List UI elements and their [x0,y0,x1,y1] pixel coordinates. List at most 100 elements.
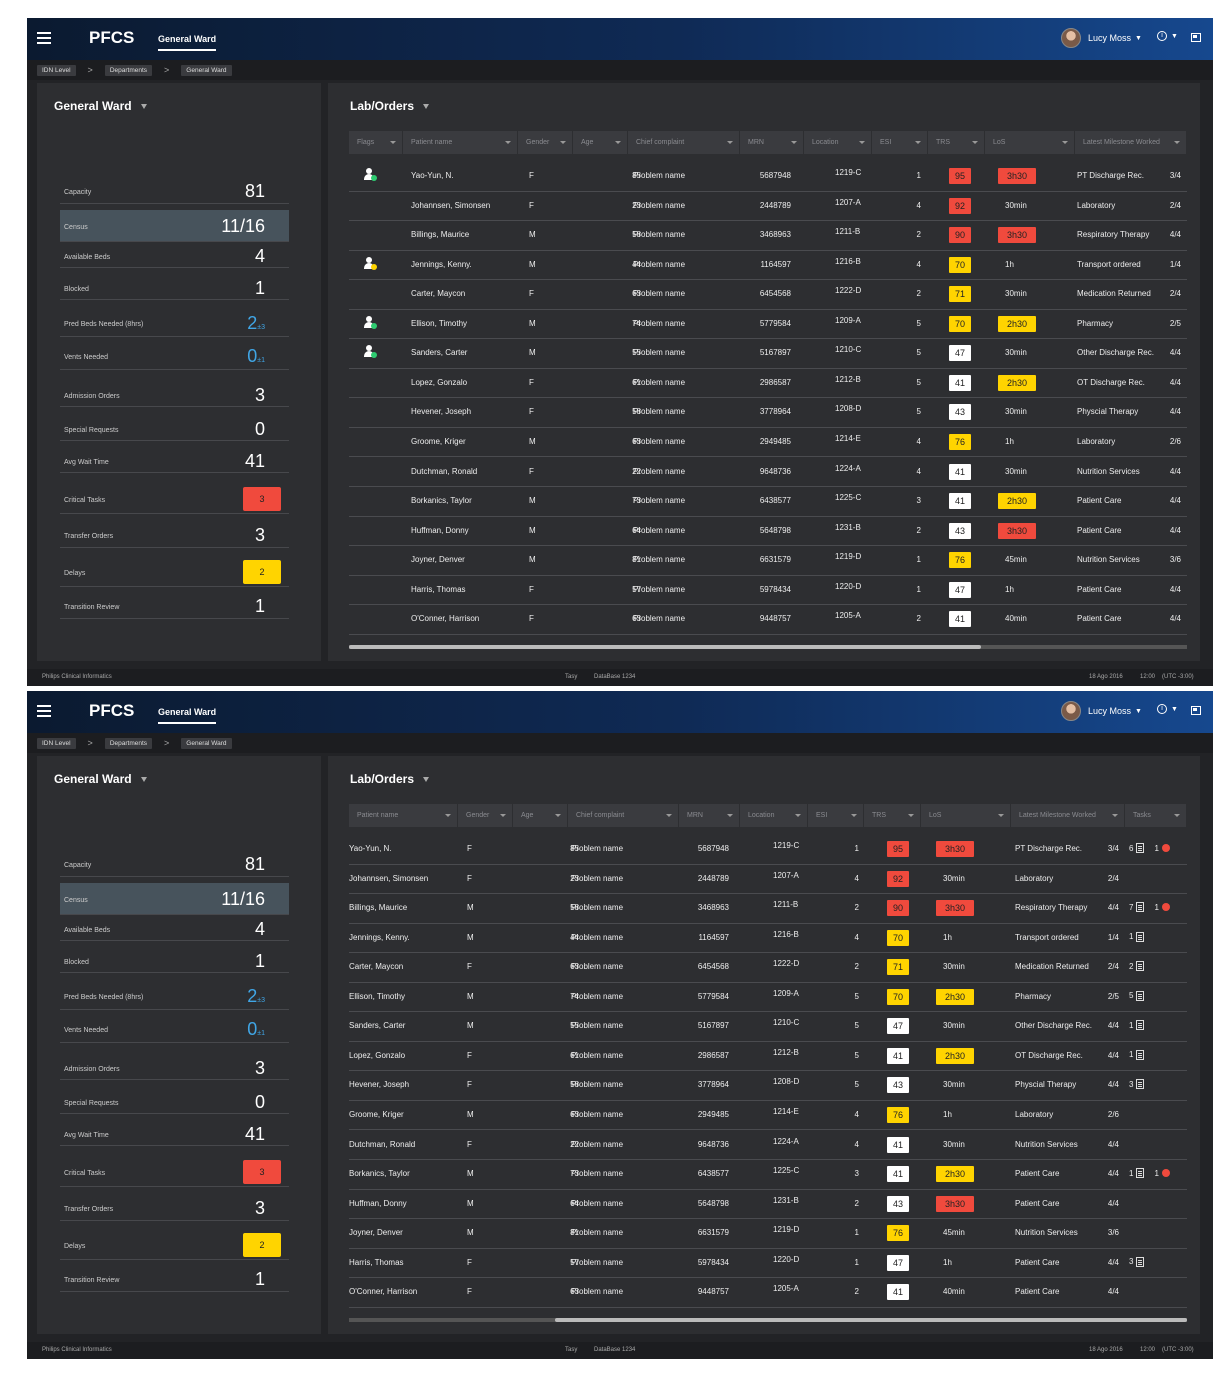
info-menu[interactable]: i ▼ [1157,704,1178,714]
table-row[interactable]: Johannsen, Simonsen F 23 Problem name 244878… [349,865,1187,895]
stat-row[interactable]: Critical Tasks 3 [60,484,289,514]
column-header[interactable]: MRN [740,131,804,154]
table-row[interactable]: O'Conner, Harrison F 63 Problem name 9448757… [349,1278,1187,1308]
stat-row[interactable]: Admission Orders 3 [60,1056,289,1080]
breadcrumb-item[interactable]: Departments [104,737,153,749]
column-header[interactable]: Chief complaint [568,804,679,827]
table-row[interactable]: O'Conner, Harrison F 63 Problem name 9448757… [349,605,1187,635]
filter-icon[interactable] [423,777,430,783]
filter-icon[interactable] [140,104,147,110]
user-menu[interactable]: Lucy Moss ▼ [1061,28,1142,48]
user-menu[interactable]: Lucy Moss ▼ [1061,701,1142,721]
table-row[interactable]: Hevener, Joseph F 58 Problem name 3778964 120… [349,1071,1187,1101]
tasks-cell[interactable]: 1 [1129,1020,1145,1031]
horizontal-scrollbar[interactable] [349,1318,1187,1322]
column-header[interactable]: LoS [985,131,1075,154]
column-header[interactable]: MRN [679,804,740,827]
stat-row[interactable]: Available Beds 4 [60,244,289,268]
table-row[interactable]: Groome, Kriger M 63 Problem name 2949485 1214… [349,428,1187,458]
stat-row[interactable]: Admission Orders 3 [60,383,289,407]
table-row[interactable]: Hevener, Joseph F 58 Problem name 3778964 120… [349,398,1187,428]
table-row[interactable]: Yao-Yun, N. F 85 Problem name 5687948 1219-C 1… [349,835,1187,865]
table-row[interactable]: Joyner, Denver M 81 Problem name 6631579 1219… [349,546,1187,576]
patient-name[interactable]: Carter, Maycon [349,962,404,972]
table-row[interactable]: Sanders, Carter M 55 Problem name 5167897 121… [349,339,1187,369]
table-row[interactable]: Harris, Thomas F 57 Problem name 5978434 1220… [349,1249,1187,1279]
table-row[interactable]: Lopez, Gonzalo F 61 Problem name 2986587 1212… [349,369,1187,399]
column-header[interactable]: Age [573,131,628,154]
patient-name[interactable]: Groome, Kriger [411,436,466,446]
stat-row[interactable]: Census 11/16 [60,210,289,242]
patient-name[interactable]: Dutchman, Ronald [349,1139,416,1149]
column-header[interactable]: TRS [928,131,985,154]
patient-name[interactable]: Yao-Yun, N. [349,844,392,853]
patient-name[interactable]: Hevener, Joseph [349,1080,410,1090]
patient-name[interactable]: Borkanics, Taylor [349,1169,410,1179]
table-row[interactable]: Lopez, Gonzalo F 61 Problem name 2986587 1212… [349,1042,1187,1072]
breadcrumb-item[interactable]: IDN Level [37,737,76,749]
stat-row[interactable]: Transfer Orders 3 [60,1195,289,1221]
horizontal-scrollbar[interactable] [349,645,1187,649]
column-header[interactable]: TRS [864,804,921,827]
table-row[interactable]: Joyner, Denver M 81 Problem name 6631579 1219… [349,1219,1187,1249]
patient-name[interactable]: Sanders, Carter [411,348,468,358]
table-row[interactable]: Borkanics, Taylor M 73 Problem name 6438577 1… [349,1160,1187,1190]
column-header[interactable]: ESI [808,804,864,827]
stat-row[interactable]: Delays 2 [60,1230,289,1260]
stat-row[interactable]: Critical Tasks 3 [60,1157,289,1187]
filter-icon[interactable] [423,104,430,110]
table-row[interactable]: Jennings, Kenny. M 44 Problem name 1164597 12… [349,251,1187,281]
patient-name[interactable]: O'Conner, Harrison [411,614,480,624]
stat-row[interactable]: Blocked 1 [60,949,289,973]
filter-icon[interactable] [140,777,147,783]
column-header[interactable]: Gender [458,804,513,827]
stat-row[interactable]: Vents Needed 0±1 [60,1015,289,1043]
scrollbar-thumb[interactable] [555,1318,1187,1322]
stat-row[interactable]: Transfer Orders 3 [60,522,289,548]
tab-general-ward[interactable]: General Ward [158,34,217,51]
tasks-cell[interactable]: 5 [1129,990,1145,1001]
stat-row[interactable]: Special Requests 0 [60,417,289,441]
column-header[interactable]: Gender [518,131,573,154]
stat-row[interactable]: Capacity 81 [60,851,289,877]
table-row[interactable]: Yao-Yun, N. F 85 Problem name 5687948 1219-C 1… [349,162,1187,192]
table-row[interactable]: Ellison, Timothy M 74 Problem name 5779584 12… [349,310,1187,340]
patient-name[interactable]: Billings, Maurice [349,903,408,913]
patient-name[interactable]: Johannsen, Simonsen [349,873,429,883]
tab-general-ward[interactable]: General Ward [158,707,217,724]
patient-name[interactable]: Sanders, Carter [349,1021,406,1031]
tasks-cell[interactable]: 3 [1129,1256,1145,1267]
stat-row[interactable]: Avg Wait Time 41 [60,449,289,473]
table-row[interactable]: Borkanics, Taylor M 73 Problem name 6438577 1… [349,487,1187,517]
menu-icon[interactable] [37,32,51,44]
table-row[interactable]: Carter, Maycon F 63 Problem name 6454568 1222… [349,953,1187,983]
info-menu[interactable]: i ▼ [1157,31,1178,41]
patient-name[interactable]: Carter, Maycon [411,289,466,299]
patient-name[interactable]: Harris, Thomas [411,584,466,594]
column-header[interactable]: Patient name [403,131,518,154]
stat-row[interactable]: Blocked 1 [60,276,289,300]
patient-name[interactable]: O'Conner, Harrison [349,1287,418,1297]
stat-row[interactable]: Transition Review 1 [60,1266,289,1292]
breadcrumb-item[interactable]: Departments [104,64,153,76]
table-row[interactable]: Billings, Maurice M 58 Problem name 3468963 1… [349,221,1187,251]
table-row[interactable]: Dutchman, Ronald F 22 Problem name 9648736 12… [349,458,1187,487]
patient-name[interactable]: Jennings, Kenny. [349,932,410,942]
patient-name[interactable]: Huffman, Donny [349,1198,407,1208]
scrollbar-thumb[interactable] [349,645,981,649]
patient-name[interactable]: Groome, Kriger [349,1109,404,1119]
patient-name[interactable]: Hevener, Joseph [411,407,472,417]
column-header[interactable]: Latest Milestone Worked [1011,804,1125,827]
patient-name[interactable]: Lopez, Gonzalo [411,377,468,387]
table-row[interactable]: Huffman, Donny M 64 Problem name 5648798 1231… [349,1190,1187,1220]
table-row[interactable]: Dutchman, Ronald F 22 Problem name 9648736 12… [349,1131,1187,1160]
tasks-cell[interactable]: 1 [1129,931,1145,942]
breadcrumb-item[interactable]: IDN Level [37,64,76,76]
patient-name[interactable]: Ellison, Timothy [349,991,406,1001]
table-row[interactable]: Sanders, Carter M 55 Problem name 5167897 121… [349,1012,1187,1042]
column-header[interactable]: Tasks [1125,804,1187,827]
window-icon[interactable] [1191,706,1201,715]
